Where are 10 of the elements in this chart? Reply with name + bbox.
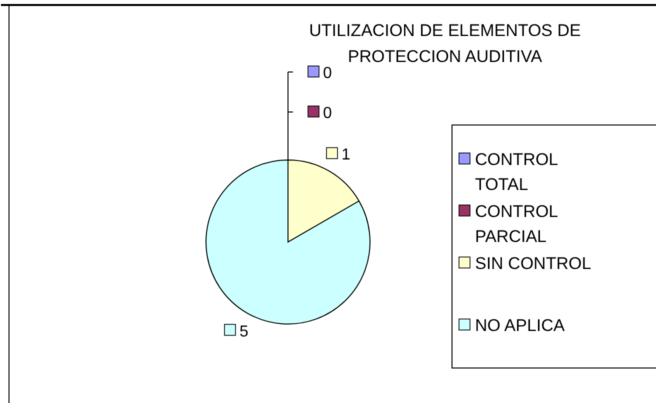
text: 0: [323, 65, 332, 82]
legend-label: NO APLICA: [475, 316, 566, 335]
legend-label: CONTROL PARCIAL: [475, 202, 558, 246]
legend-label: CONTROL TOTAL: [475, 150, 558, 194]
pie-slice: [206, 160, 370, 324]
chart-title: UTILIZACION DE ELEMENTOS DE PROTECCION AUDITIVA: [309, 21, 581, 66]
legend-label: SIN CONTROL: [475, 254, 592, 273]
data-label: 5: [240, 323, 248, 340]
data-label: 1: [342, 146, 350, 164]
text: 0: [323, 105, 332, 122]
